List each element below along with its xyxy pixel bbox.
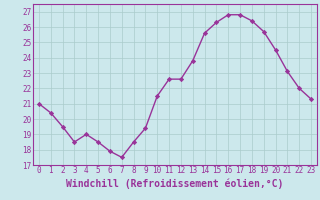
X-axis label: Windchill (Refroidissement éolien,°C): Windchill (Refroidissement éolien,°C): [66, 178, 284, 189]
